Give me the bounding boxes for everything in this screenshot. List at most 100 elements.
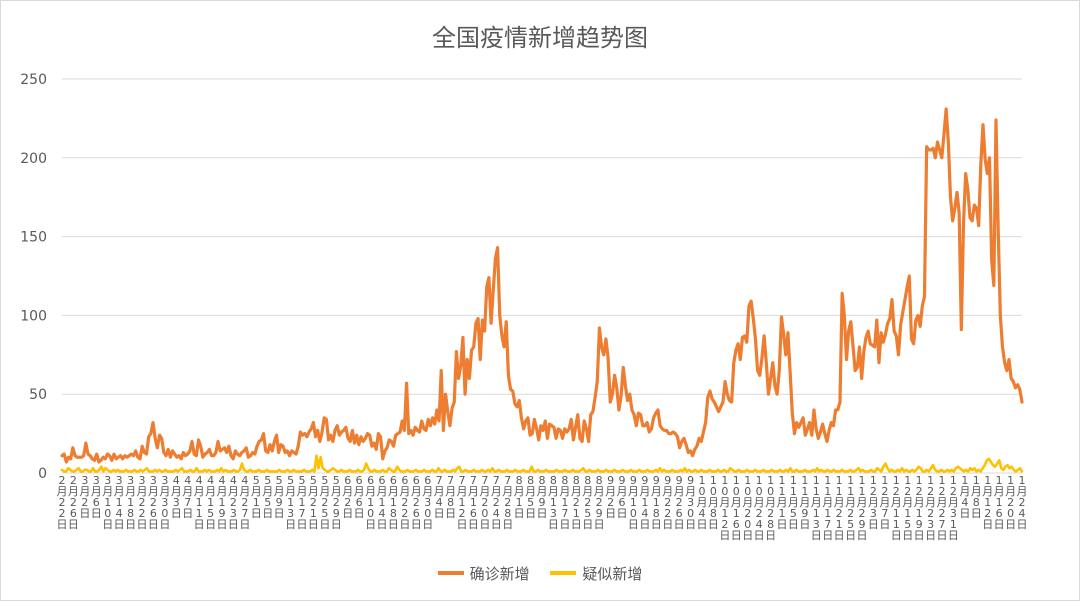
chart-title: 全国疫情新增趋势图 (432, 24, 648, 52)
series-line-confirmed (60, 107, 1024, 464)
y-tick-label: 250 (20, 72, 47, 88)
y-tick-label: 150 (20, 230, 47, 246)
legend-item-suspected: 疑似新增 (550, 563, 642, 584)
series-line-suspected (60, 454, 1024, 473)
legend-label-suspected: 疑似新增 (582, 564, 643, 583)
legend-item-confirmed: 确诊新增 (437, 563, 530, 584)
y-tick-label: 50 (29, 387, 47, 403)
y-tick-label: 200 (20, 151, 47, 167)
legend: 确诊新增 疑似新增 (0, 561, 1080, 584)
y-tick-label: 100 (20, 308, 47, 324)
y-tick-label: 0 (38, 466, 47, 482)
legend-swatch-suspected (550, 571, 577, 575)
legend-swatch-confirmed (437, 571, 464, 575)
